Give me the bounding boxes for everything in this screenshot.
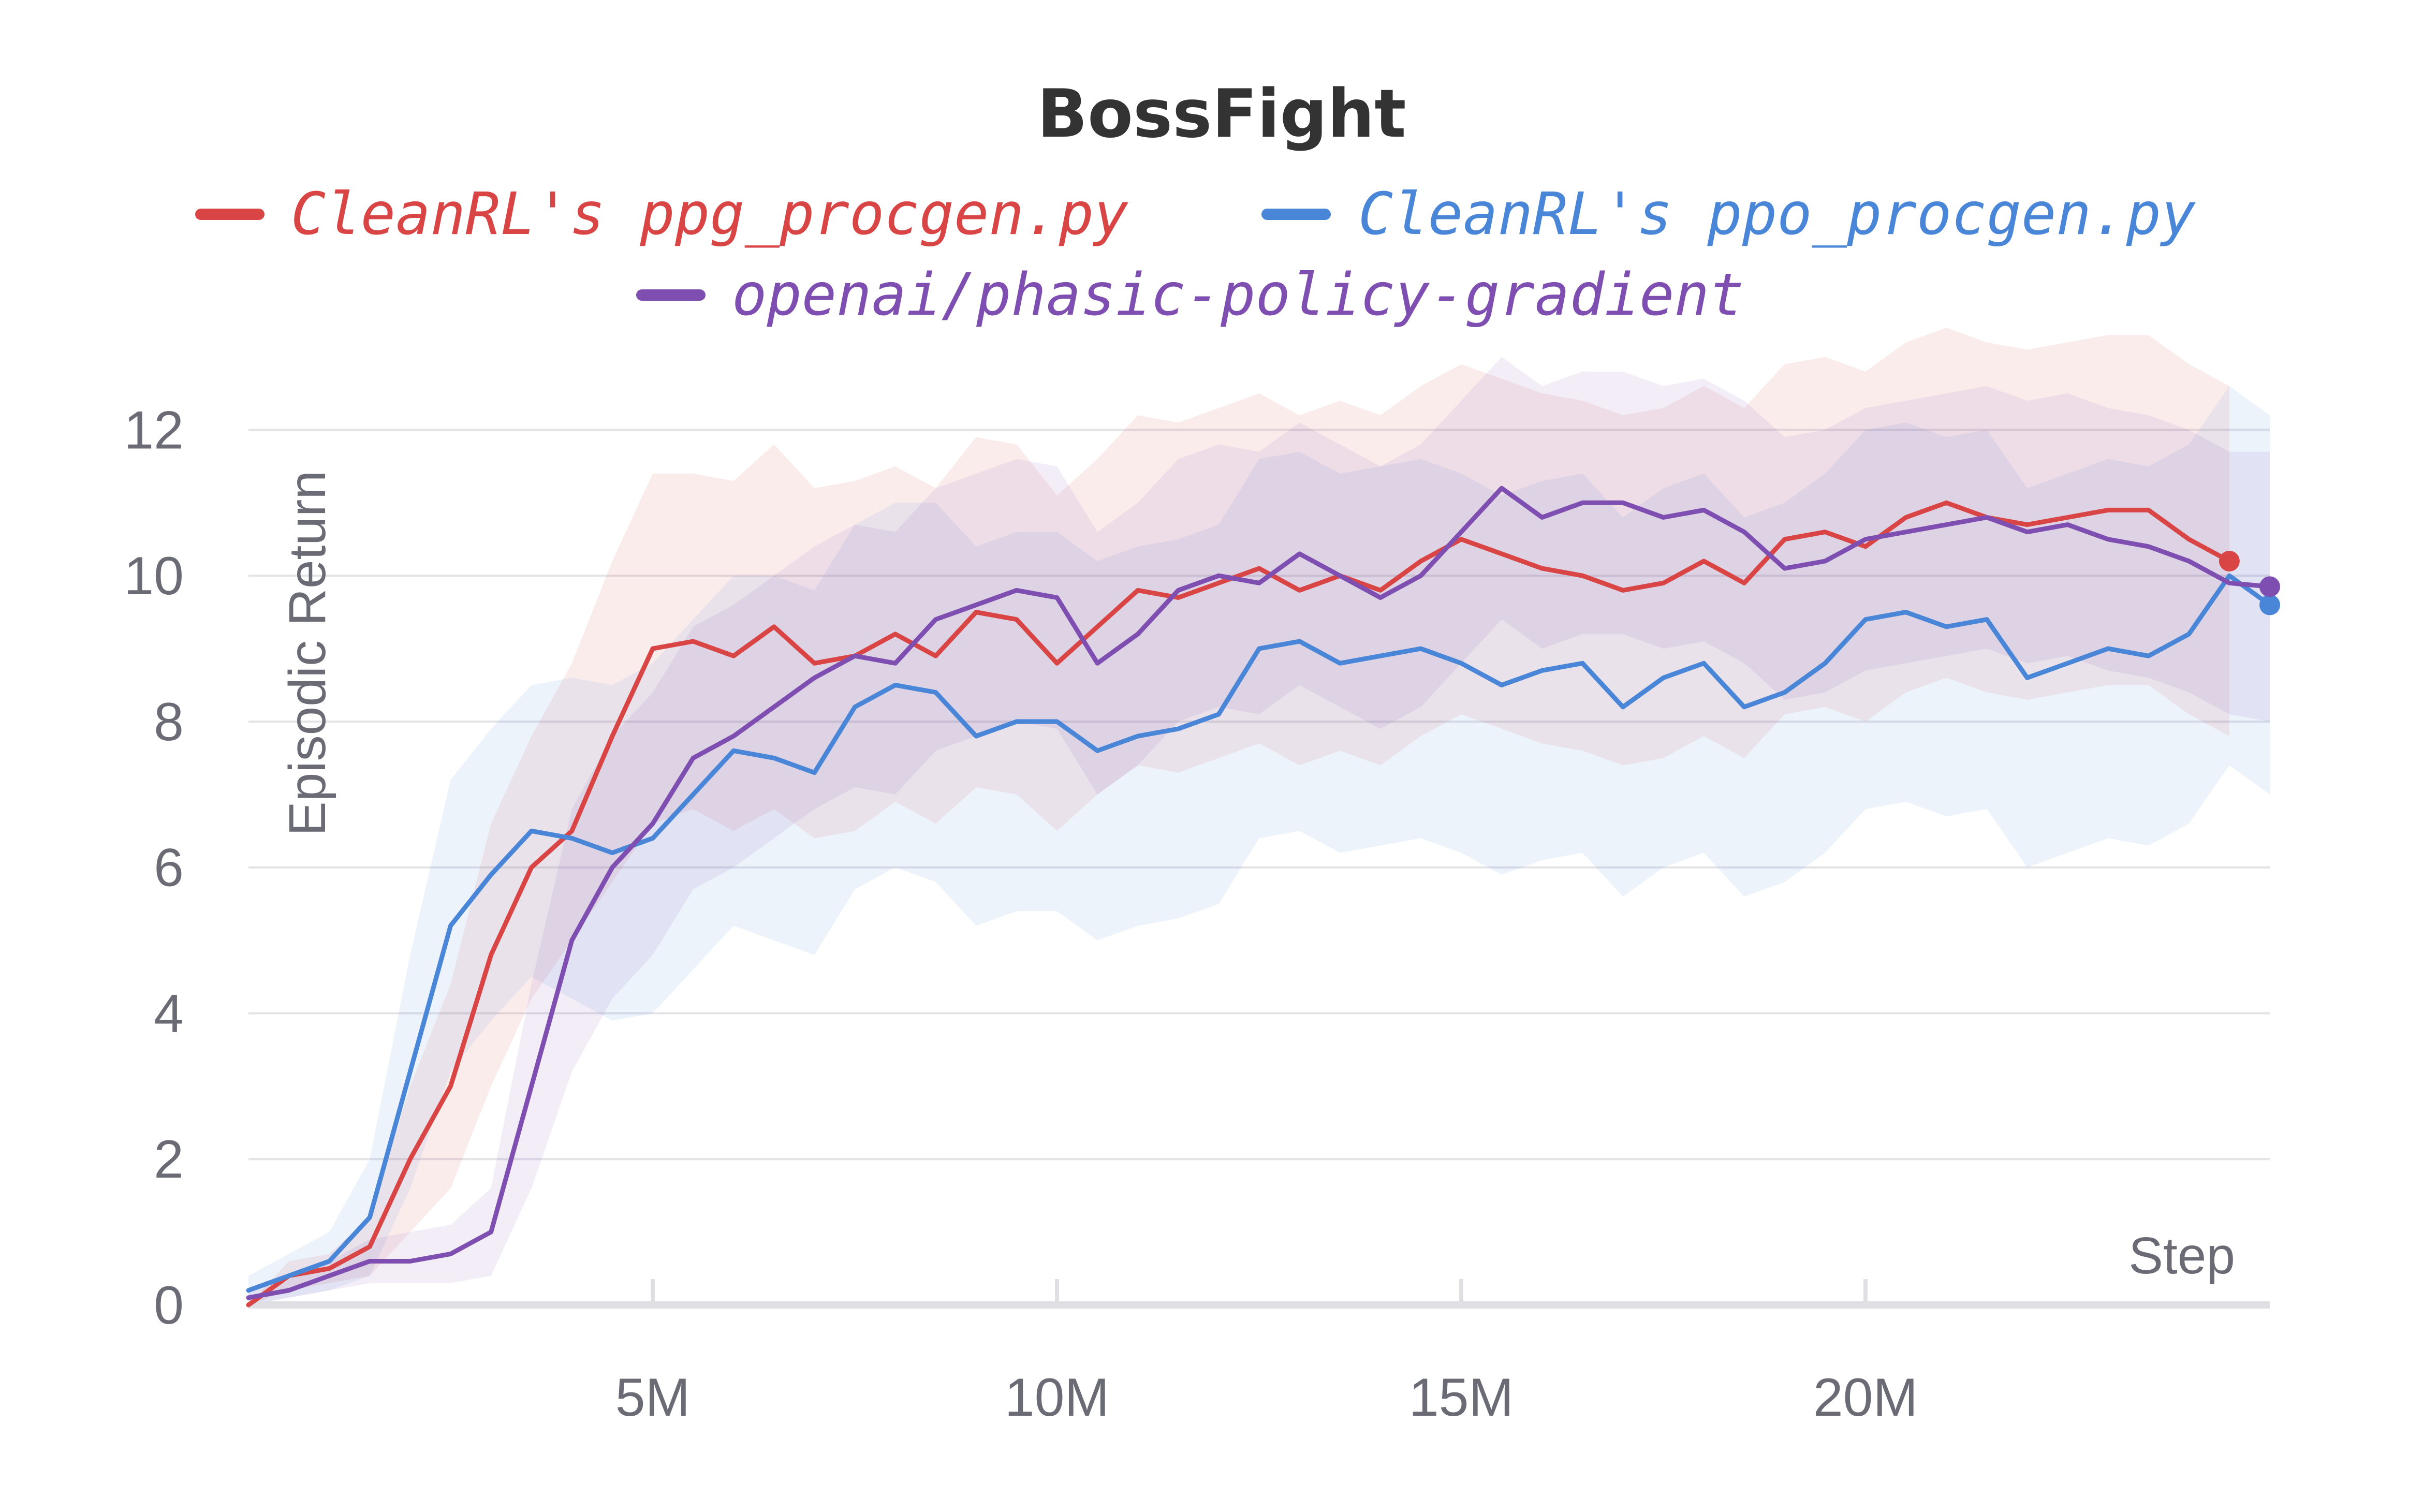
x-tick-label-0: 5M: [615, 1368, 690, 1428]
legend-label-ppg: CleanRL's ppg_procgen.py: [291, 181, 1128, 248]
y-tick-label-4: 8: [154, 692, 184, 752]
x-tick-label-2: 15M: [1409, 1368, 1514, 1428]
band-series-0: [248, 328, 2229, 1305]
band-series-2: [248, 357, 2270, 1305]
y-tick-label-5: 10: [124, 546, 184, 606]
y-tick-label-3: 6: [154, 838, 184, 898]
endpoint-series-1[interactable]: [2259, 594, 2280, 615]
legend[interactable]: CleanRL's ppg_procgen.py CleanRL's ppo_p…: [195, 181, 2196, 329]
y-tick-label-2: 4: [154, 983, 184, 1044]
x-axis-ticks: 5M 10M 15M 20M: [615, 1279, 1918, 1428]
x-tick-label-1: 10M: [1005, 1368, 1109, 1428]
endpoint-series-0[interactable]: [2219, 551, 2240, 572]
legend-label-ppo: CleanRL's ppo_procgen.py: [1358, 181, 2196, 248]
gridlines: [248, 429, 2270, 1161]
y-axis-ticks: 0 2 4 6 8 10 12: [124, 400, 184, 1335]
y-tick-label-6: 12: [124, 400, 184, 460]
chart-title: BossFight: [1037, 76, 1406, 153]
legend-item-ppg[interactable]: CleanRL's ppg_procgen.py: [195, 181, 1128, 248]
y-tick-label-0: 0: [154, 1275, 184, 1335]
x-axis-label: Step: [2128, 1227, 2235, 1285]
band-series-1: [248, 386, 2270, 1305]
y-axis-label: Episodic Return: [278, 471, 336, 836]
confidence-bands: [248, 328, 2270, 1305]
legend-label-openai: openai/phasic-policy-gradient: [732, 261, 1744, 329]
endpoint-series-2[interactable]: [2259, 576, 2280, 597]
line-series-1[interactable]: [246, 573, 2272, 1293]
legend-item-ppo[interactable]: CleanRL's ppo_procgen.py: [1261, 181, 2196, 248]
line-series-2[interactable]: [246, 486, 2272, 1300]
series-lines: [246, 486, 2272, 1308]
legend-item-openai[interactable]: openai/phasic-policy-gradient: [636, 261, 1744, 329]
series-endpoints: [2219, 551, 2280, 615]
x-tick-label-3: 20M: [1813, 1368, 1918, 1428]
y-tick-label-1: 2: [154, 1129, 184, 1190]
line-series-0[interactable]: [246, 500, 2232, 1308]
